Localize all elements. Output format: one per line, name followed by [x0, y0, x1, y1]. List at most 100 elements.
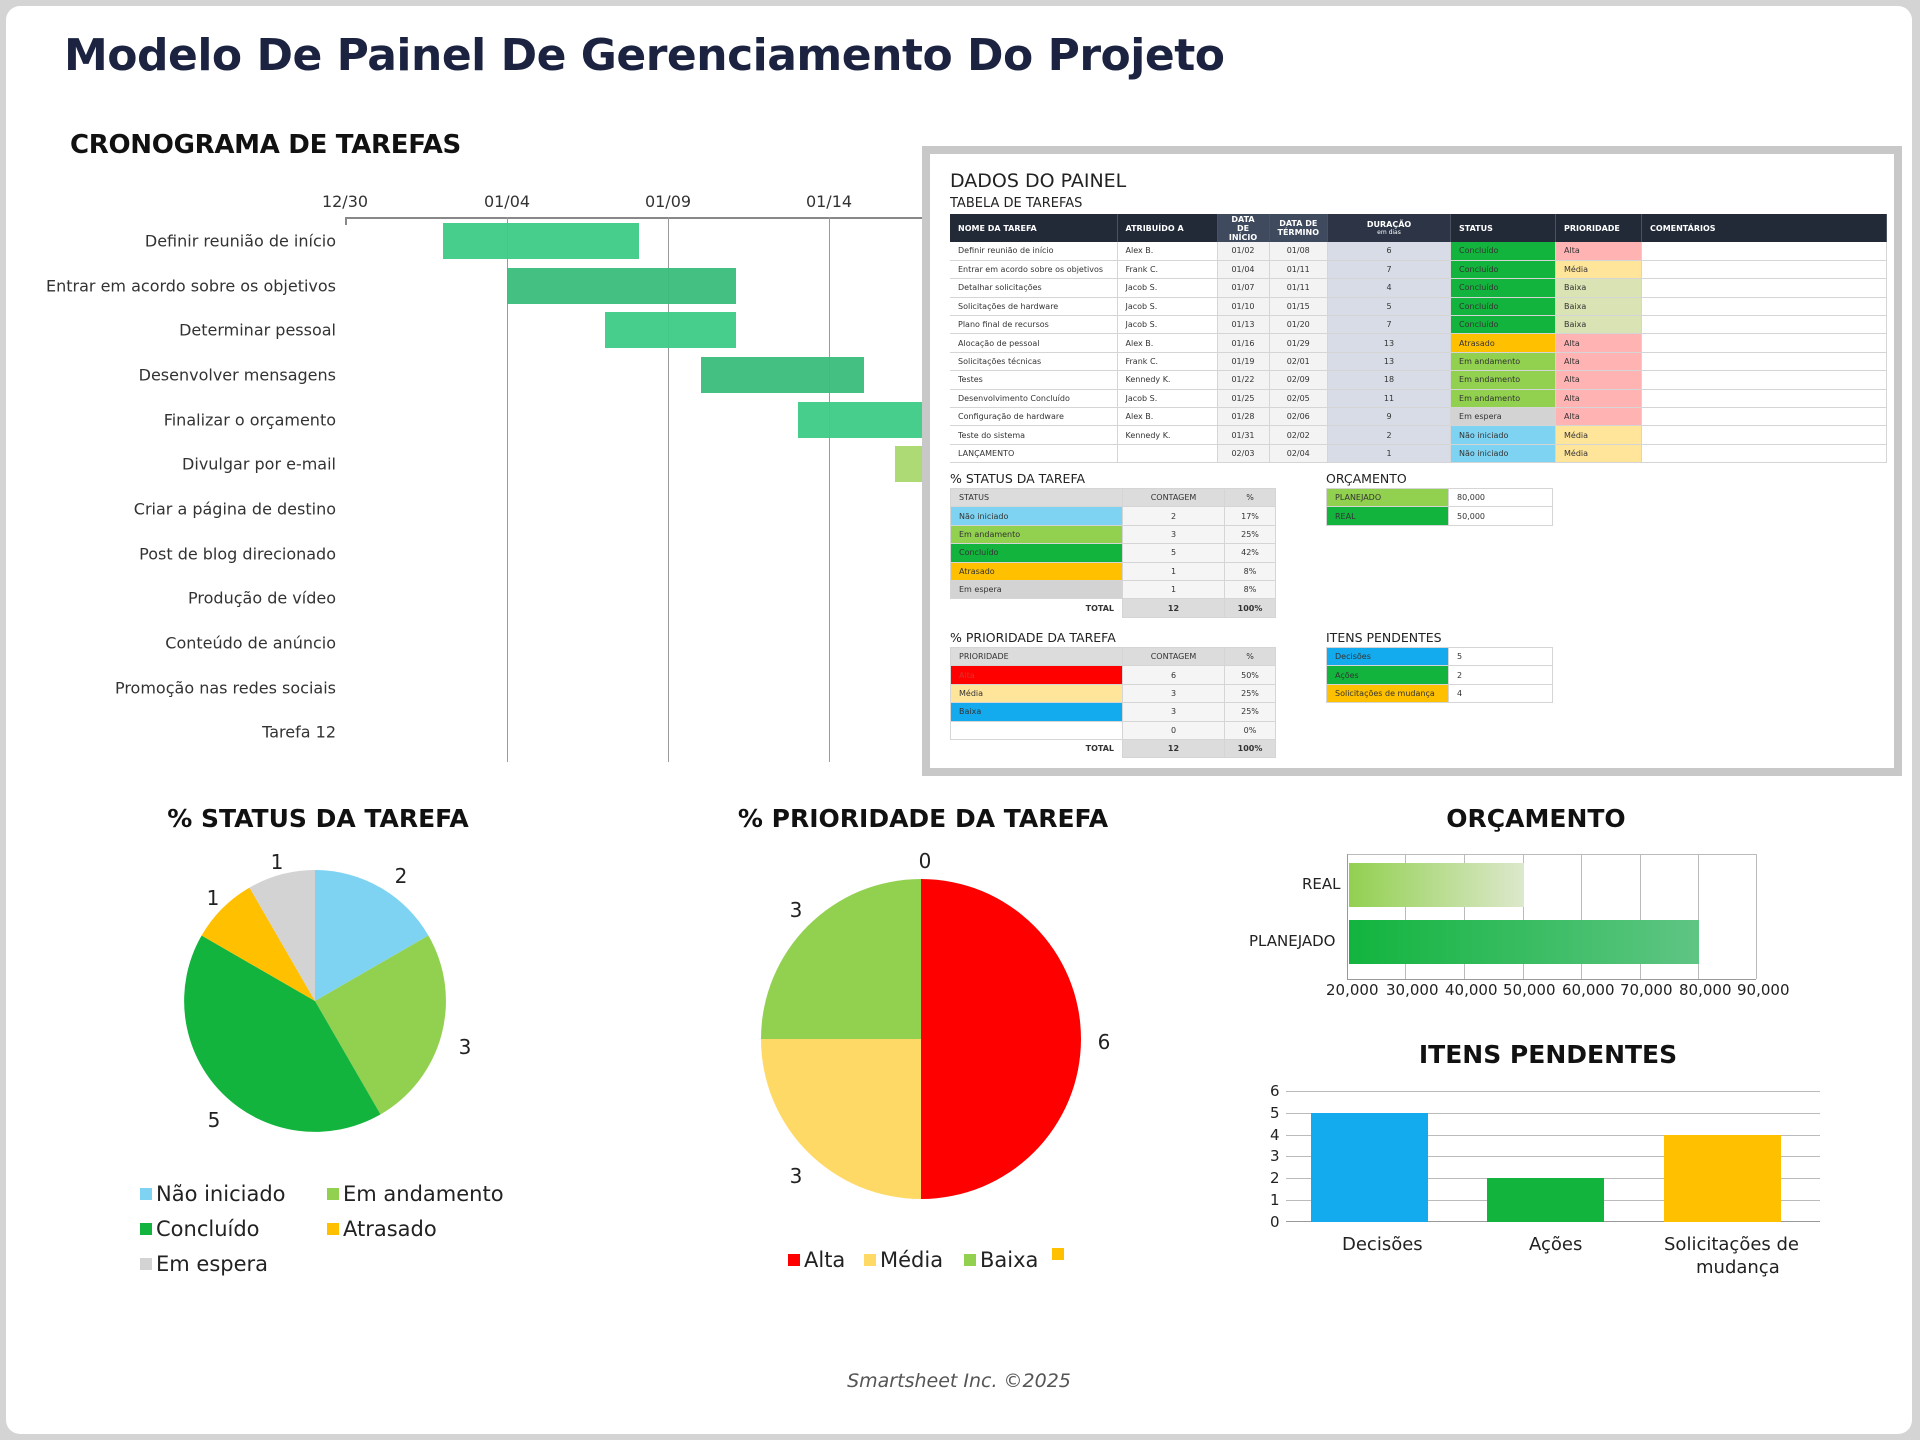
pct-col-header: % [1224, 487, 1276, 508]
total-label: TOTAL [1085, 603, 1114, 613]
pending-bar-decisoes[interactable] [1311, 1113, 1428, 1222]
status-col-header: STATUS [950, 487, 1123, 508]
pie-data-label: 1 [270, 850, 284, 874]
start-date-cell: 01/16 [1217, 333, 1270, 353]
pie-slice-atrasado[interactable] [201, 887, 315, 1001]
gantt-task-label: Determinar pessoal [179, 320, 336, 340]
budget-bar-planejado[interactable] [1349, 920, 1699, 964]
start-date-cell: 01/10 [1217, 297, 1270, 317]
start-date-cell: 01/07 [1217, 278, 1270, 298]
gantt-bar[interactable] [443, 223, 639, 259]
priority-pct: 50% [1224, 665, 1276, 685]
pie-slice-nao-iniciado[interactable] [315, 870, 429, 1001]
pie-slice-concluido[interactable] [184, 935, 381, 1132]
legend-label: Baixa [980, 1248, 1039, 1272]
dashboard-page: Modelo De Painel De Gerenciamento Do Pro… [6, 6, 1912, 1434]
panel-title: DADOS DO PAINEL [950, 170, 1127, 192]
gantt-task-label: Post de blog direcionado [139, 544, 336, 564]
budget-bar-real[interactable] [1349, 863, 1524, 907]
status-cell: Concluído [1450, 278, 1557, 298]
table-row: Alta 6 50% [950, 665, 1276, 685]
total-row: TOTAL 12 100% [951, 598, 1276, 618]
table-row: Concluído 5 42% [950, 543, 1276, 563]
gantt-title: CRONOGRAMA DE TAREFAS [70, 130, 461, 160]
legend-swatch [964, 1254, 976, 1266]
pending-value: 5 [1448, 646, 1553, 667]
legend-label: Atrasado [343, 1217, 437, 1241]
budget-chart-title: ORÇAMENTO [1446, 804, 1626, 833]
comments-cell [1641, 407, 1887, 427]
legend-label: Média [880, 1248, 944, 1272]
pie-slice-em-espera[interactable] [249, 870, 316, 1001]
duration-cell: 9 [1327, 407, 1452, 427]
end-date-cell: 02/05 [1269, 389, 1329, 409]
assigned-cell: Frank C. [1117, 260, 1218, 280]
gantt-bar[interactable] [507, 268, 736, 304]
priority-chart-title: % PRIORIDADE DA TAREFA [737, 804, 1109, 833]
pending-tick: 4 [1270, 1126, 1280, 1144]
pending-plot-area [1286, 1091, 1820, 1222]
pie-slice-baixa[interactable] [761, 879, 921, 1039]
gantt-bar[interactable] [798, 402, 928, 438]
pending-value: 4 [1448, 683, 1553, 704]
priority-cell: Média [1555, 425, 1643, 445]
total-pct: 100% [1224, 598, 1276, 618]
pending-bar-acoes[interactable] [1487, 1178, 1604, 1222]
status-count: 1 [1122, 561, 1225, 581]
priority-cell: Alta [1555, 352, 1643, 372]
total-count: 12 [1122, 738, 1225, 759]
pending-category-label: Decisões [1342, 1234, 1423, 1255]
col-header-start: DATA DE INÍCIO [1217, 214, 1270, 242]
assigned-cell: Jacob S. [1117, 278, 1218, 298]
priority-cell: Baixa [1555, 297, 1643, 317]
end-date-cell: 02/01 [1269, 352, 1329, 372]
footer-copyright: Smartsheet Inc. ©2025 [847, 1370, 1071, 1392]
assigned-cell: Kennedy K. [1117, 425, 1218, 445]
assigned-cell: Alex B. [1117, 407, 1218, 427]
duration-cell: 2 [1327, 425, 1452, 445]
gantt-bar[interactable] [605, 312, 736, 348]
budget-tick: 50,000 [1503, 981, 1556, 999]
gantt-task-label: Promoção nas redes sociais [114, 678, 336, 698]
duration-cell: 13 [1327, 352, 1452, 372]
budget-tick: 60,000 [1562, 981, 1615, 999]
table-row: Média 3 25% [950, 683, 1276, 704]
gantt-tick: 01/14 [805, 192, 853, 211]
gridline [1523, 854, 1524, 979]
legend-item: Concluído [140, 1217, 260, 1241]
pie-slice-em-andamento[interactable] [315, 935, 446, 1115]
comments-cell [1641, 260, 1887, 280]
legend-swatch [1052, 1248, 1064, 1260]
priority-label: Média [950, 683, 1123, 704]
status-pct: 8% [1224, 579, 1276, 600]
col-header-assigned: ATRIBUÍDO A [1117, 214, 1218, 242]
start-date-cell: 01/19 [1217, 352, 1270, 372]
gridline [1286, 1091, 1820, 1092]
task-name-cell: Solicitações técnicas [950, 352, 1118, 372]
gantt-bar[interactable] [701, 357, 864, 393]
pie-slice-alta[interactable] [921, 879, 1081, 1199]
task-name-cell: Alocação de pessoal [950, 333, 1118, 353]
gantt-task-label: Definir reunião de início [144, 231, 336, 251]
task-table-row: Alocação de pessoal Alex B. 01/16 01/29 13 At… [950, 333, 1887, 353]
gridline [1756, 854, 1757, 979]
comments-cell [1641, 352, 1887, 372]
budget-tick: 40,000 [1445, 981, 1498, 999]
end-date-cell: 01/11 [1269, 278, 1329, 298]
pie-data-label: 2 [394, 864, 408, 888]
budget-table-title: ORÇAMENTO [1326, 471, 1407, 486]
pending-table-title: ITENS PENDENTES [1326, 630, 1442, 645]
priority-cell: Baixa [1555, 278, 1643, 298]
pending-bar-solicitacoes[interactable] [1664, 1135, 1781, 1222]
task-name-cell: Definir reunião de início [950, 242, 1118, 261]
comments-cell [1641, 389, 1887, 409]
pie-slice-media[interactable] [761, 1039, 921, 1199]
gridline [1348, 854, 1756, 855]
gantt-task-label: Finalizar o orçamento [163, 410, 336, 430]
legend-label: Em espera [156, 1252, 269, 1276]
count-col-header: CONTAGEM [1122, 646, 1225, 667]
total-pct: 100% [1224, 738, 1276, 759]
status-chart-title: % STATUS DA TAREFA [167, 804, 469, 833]
table-row: Em espera 1 8% [950, 579, 1276, 600]
gantt-tick: 01/09 [644, 192, 692, 211]
